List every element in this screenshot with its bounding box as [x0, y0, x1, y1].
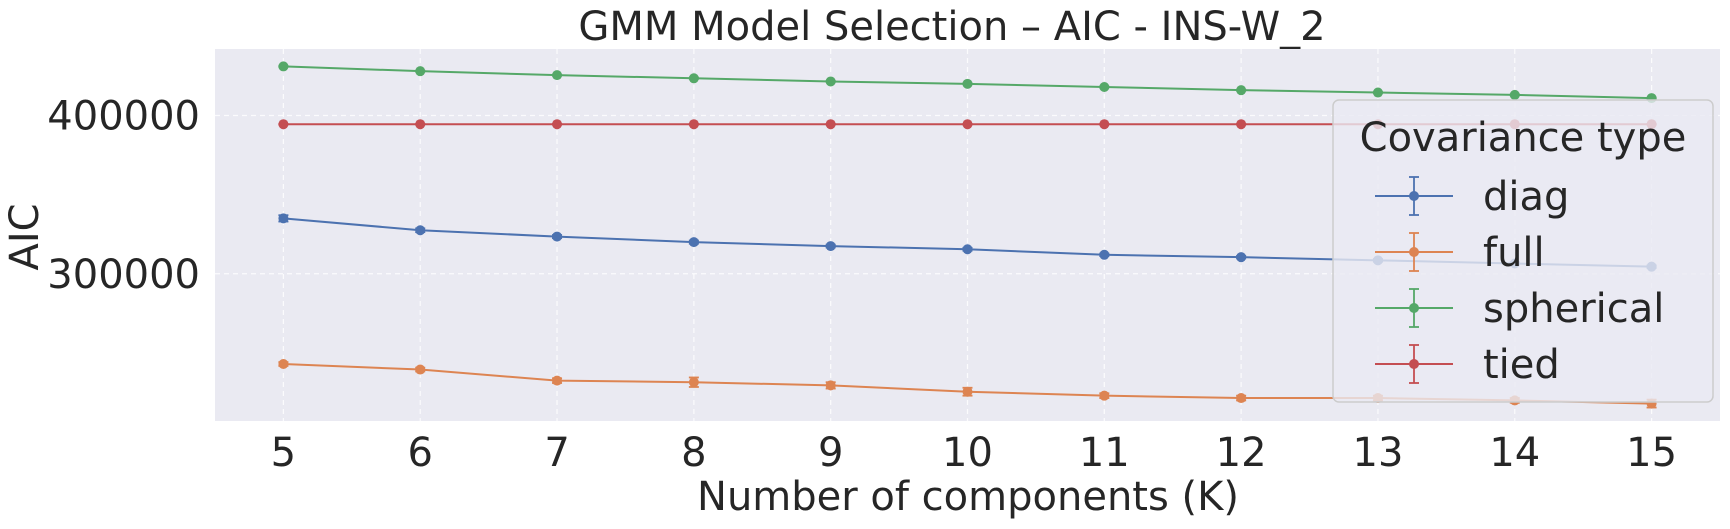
- legend-label: diag: [1483, 174, 1569, 220]
- data-point: [415, 66, 426, 77]
- legend-handle-marker: [1409, 359, 1419, 369]
- data-point: [825, 241, 836, 252]
- legend-items: diag full spherical tied: [1375, 174, 1664, 388]
- data-point: [962, 244, 973, 255]
- data-point: [962, 78, 973, 89]
- data-point: [1099, 81, 1110, 92]
- chart-title: GMM Model Selection – AIC - INS-W_2: [578, 4, 1325, 50]
- legend-handle-marker: [1409, 191, 1419, 201]
- data-point: [1236, 85, 1247, 96]
- data-point: [1236, 393, 1247, 404]
- data-point: [688, 377, 699, 388]
- data-point: [1372, 87, 1383, 98]
- data-point: [415, 119, 426, 130]
- data-point: [1236, 119, 1247, 130]
- data-point: [1099, 390, 1110, 401]
- legend-item-tied: tied: [1375, 342, 1560, 388]
- legend-item-diag: diag: [1375, 174, 1569, 220]
- data-point: [552, 375, 563, 386]
- y-tick-label: 300000: [47, 252, 200, 298]
- data-point: [415, 364, 426, 375]
- data-point: [825, 380, 836, 391]
- y-tick-labels: 300000 400000: [47, 93, 200, 297]
- x-tick-labels: 5 6 7 8 9 10 11 12 13 14 15: [271, 430, 1677, 476]
- legend-label: full: [1483, 230, 1545, 276]
- x-tick-label: 14: [1489, 430, 1540, 476]
- data-point: [278, 213, 289, 224]
- x-tick-label: 5: [271, 430, 296, 476]
- legend-handle-marker: [1409, 303, 1419, 313]
- data-point: [1509, 89, 1520, 100]
- data-point: [688, 119, 699, 130]
- x-tick-label: 11: [1079, 430, 1130, 476]
- data-point: [552, 119, 563, 130]
- x-tick-label: 8: [681, 430, 706, 476]
- data-point: [278, 61, 289, 72]
- x-tick-label: 10: [942, 430, 993, 476]
- legend-label: tied: [1483, 342, 1560, 388]
- legend-box: [1332, 99, 1714, 403]
- legend-item-spherical: spherical: [1375, 286, 1664, 332]
- data-point: [962, 119, 973, 130]
- x-axis-label: Number of components (K): [697, 474, 1239, 520]
- x-tick-label: 6: [408, 430, 433, 476]
- data-point: [962, 386, 973, 397]
- x-tick-label: 9: [818, 430, 843, 476]
- legend-title: Covariance type: [1360, 115, 1687, 161]
- x-tick-label: 12: [1216, 430, 1267, 476]
- y-axis-label: AIC: [2, 203, 48, 270]
- data-point: [1236, 252, 1247, 263]
- data-point: [688, 237, 699, 248]
- data-point: [688, 73, 699, 84]
- data-point: [278, 119, 289, 130]
- legend-handle-marker: [1409, 247, 1419, 257]
- data-point: [825, 119, 836, 130]
- legend-item-full: full: [1375, 230, 1545, 276]
- y-tick-label: 400000: [47, 93, 200, 139]
- legend-label: spherical: [1483, 286, 1664, 332]
- data-point: [278, 359, 289, 370]
- series-spherical: [278, 61, 1657, 104]
- legend: Covariance type diag full spherical tied: [1332, 99, 1714, 403]
- data-point: [825, 76, 836, 87]
- x-tick-label: 7: [544, 430, 569, 476]
- data-point: [552, 70, 563, 81]
- data-point: [1099, 249, 1110, 260]
- data-point: [552, 231, 563, 242]
- data-point: [415, 225, 426, 236]
- data-point: [1099, 119, 1110, 130]
- x-tick-label: 13: [1353, 430, 1404, 476]
- x-tick-label: 15: [1626, 430, 1677, 476]
